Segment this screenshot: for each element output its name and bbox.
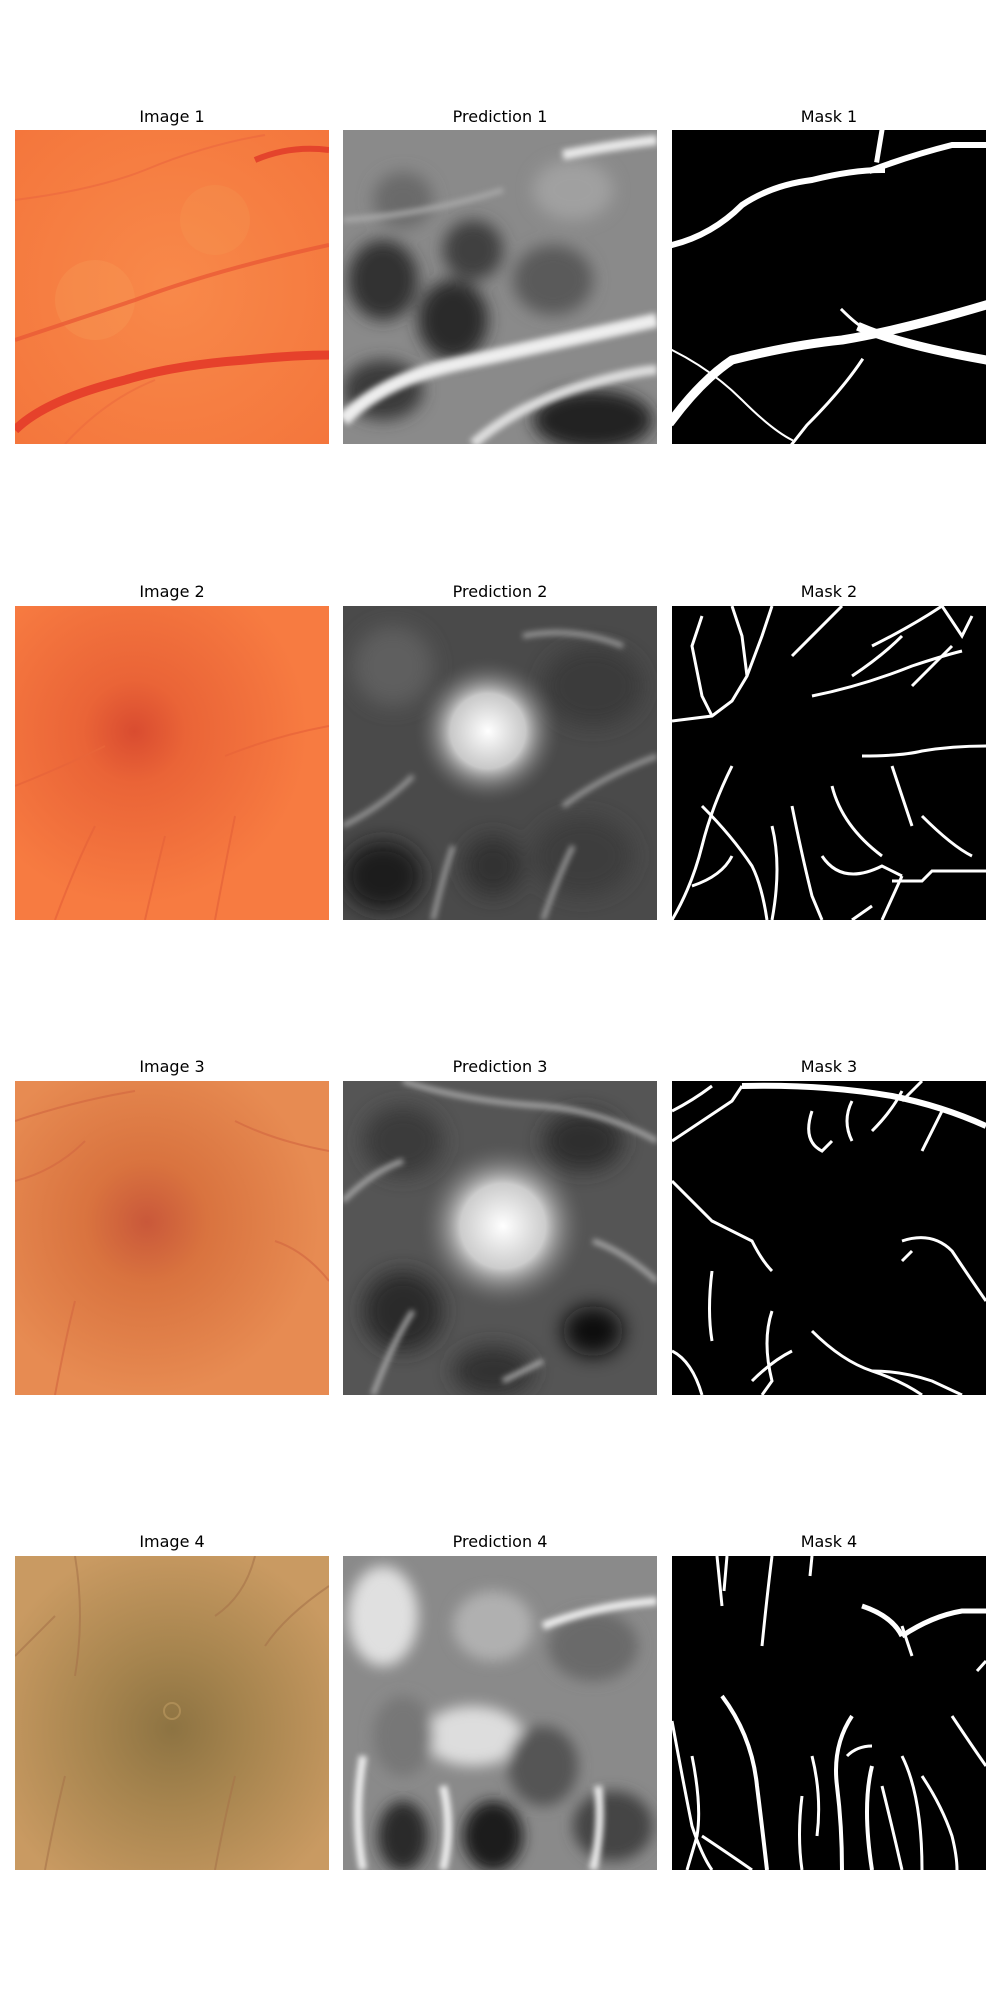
prediction-3-title: Prediction 3 xyxy=(452,1057,548,1076)
mask-1-title: Mask 1 xyxy=(800,107,858,126)
image-2-title: Image 2 xyxy=(139,582,205,601)
image-3-title: Image 3 xyxy=(139,1057,205,1076)
prediction-map-1 xyxy=(343,130,657,444)
prediction-4-title: Prediction 4 xyxy=(452,1532,548,1551)
fundus-image-4 xyxy=(15,1556,329,1870)
fundus-image-3 xyxy=(15,1081,329,1395)
mask-3 xyxy=(672,1081,986,1395)
prediction-1-title: Prediction 1 xyxy=(452,107,548,126)
mask-1 xyxy=(672,130,986,444)
mask-2 xyxy=(672,606,986,920)
mask-4 xyxy=(672,1556,986,1870)
fundus-image-1 xyxy=(15,130,329,444)
prediction-map-4 xyxy=(343,1556,657,1870)
mask-4-title: Mask 4 xyxy=(800,1532,858,1551)
mask-2-title: Mask 2 xyxy=(800,582,858,601)
prediction-map-2 xyxy=(343,606,657,920)
prediction-map-3 xyxy=(343,1081,657,1395)
mask-3-title: Mask 3 xyxy=(800,1057,858,1076)
fundus-image-2 xyxy=(15,606,329,920)
prediction-2-title: Prediction 2 xyxy=(452,582,548,601)
image-4-title: Image 4 xyxy=(139,1532,205,1551)
image-1-title: Image 1 xyxy=(139,107,205,126)
